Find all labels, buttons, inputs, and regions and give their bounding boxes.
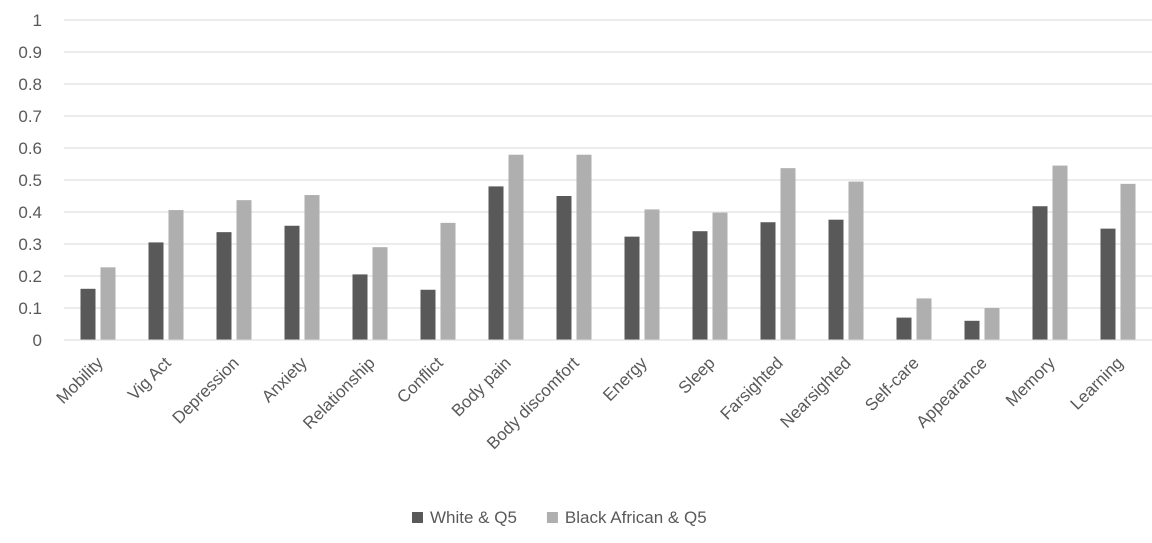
y-tick-label: 0.4 [18,203,42,222]
bar-white-q5 [420,289,436,340]
x-tick-label: Learning [1067,353,1127,413]
bar-white-q5 [352,274,368,340]
y-tick-label: 0.1 [18,299,42,318]
bar-white-q5 [896,317,912,340]
legend: White & Q5 Black African & Q5 [412,508,707,527]
bar-white-q5 [556,196,572,340]
legend-swatch [546,512,558,523]
bar-black-african-q5 [848,181,864,340]
y-tick-label: 0.8 [18,75,42,94]
x-tick-label: Mobility [53,353,108,408]
x-tick-label: Body pain [448,353,515,420]
y-tick-label: 0.9 [18,43,42,62]
x-tick-label: Conflict [393,353,447,407]
bar-white-q5 [284,225,300,340]
y-tick-label: 0.3 [18,235,42,254]
bar-black-african-q5 [508,154,524,340]
y-tick-label: 0.2 [18,267,42,286]
bar-black-african-q5 [916,298,932,340]
bar-black-african-q5 [712,212,728,340]
bar-white-q5 [148,242,164,340]
bar-black-african-q5 [984,308,1000,340]
bar-white-q5 [1032,206,1048,340]
x-tick-label: Relationship [299,353,379,433]
bar-black-african-q5 [440,222,456,340]
x-tick-label: Energy [599,353,651,405]
bar-black-african-q5 [168,210,184,340]
x-tick-label: Sleep [675,353,719,397]
bar-white-q5 [80,288,96,340]
y-tick-label: 0.6 [18,139,42,158]
bar-black-african-q5 [780,168,796,340]
bar-white-q5 [760,222,776,340]
bar-black-african-q5 [236,200,252,340]
bar-white-q5 [488,186,504,340]
legend-label: White & Q5 [430,508,517,527]
bar-black-african-q5 [1120,183,1136,340]
x-tick-label: Appearance [913,353,991,431]
bar-black-african-q5 [644,209,660,340]
bar-white-q5 [692,231,708,340]
x-tick-label: Memory [1002,353,1059,410]
bar-black-african-q5 [372,247,388,340]
bar-black-african-q5 [1052,165,1068,340]
y-axis-ticks: 0 0.1 0.2 0.3 0.4 0.5 0.6 0.7 0.8 0.9 1 [18,11,42,350]
y-tick-label: 0.7 [18,107,42,126]
x-tick-label: Vig Act [124,353,175,404]
bar-white-q5 [624,236,640,340]
y-tick-label: 0.5 [18,171,42,190]
legend-swatch [412,512,423,523]
bars [80,154,1136,340]
x-tick-label: Farsighted [717,353,787,423]
y-tick-label: 1 [33,11,42,30]
bar-black-african-q5 [576,154,592,340]
bar-black-african-q5 [304,195,320,340]
y-tick-label: 0 [33,331,42,350]
bar-white-q5 [828,219,844,340]
x-tick-label: Anxiety [258,353,311,406]
bar-white-q5 [964,320,980,340]
bar-white-q5 [1100,228,1116,340]
bar-black-african-q5 [100,267,116,340]
x-tick-label: Depression [169,353,243,427]
x-tick-label: Self-care [861,353,923,415]
legend-label: Black African & Q5 [565,508,707,527]
bar-white-q5 [216,232,232,340]
x-tick-label: Nearsighted [777,353,855,431]
